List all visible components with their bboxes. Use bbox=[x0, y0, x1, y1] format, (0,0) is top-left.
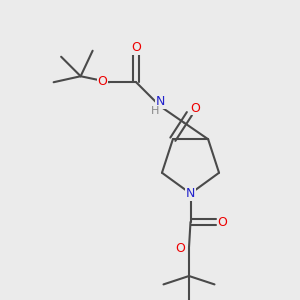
Text: O: O bbox=[98, 75, 107, 88]
Text: N: N bbox=[156, 95, 165, 108]
Text: N: N bbox=[186, 187, 195, 200]
Text: O: O bbox=[175, 242, 185, 256]
Text: O: O bbox=[218, 215, 227, 229]
Text: O: O bbox=[131, 41, 141, 54]
Text: H: H bbox=[151, 106, 159, 116]
Text: O: O bbox=[190, 102, 200, 115]
